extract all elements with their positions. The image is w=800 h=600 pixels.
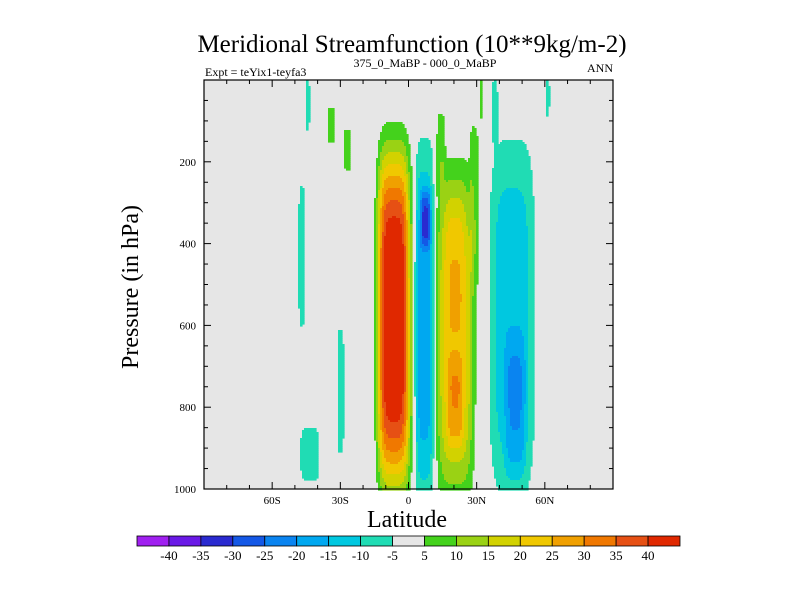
colorbar-label: -40 <box>160 548 177 563</box>
season-label: ANN <box>587 61 613 75</box>
colorbar-swatch <box>360 535 393 547</box>
chart-title: Meridional Streamfunction (10**9kg/m-2) <box>197 31 626 58</box>
colorbar-swatch <box>296 535 330 547</box>
colorbar-label: 20 <box>514 548 527 563</box>
colorbar-label: 30 <box>578 548 591 563</box>
y-tick-label: 1000 <box>174 484 197 496</box>
colorbar-swatch <box>424 535 457 547</box>
colorbar-label: -15 <box>320 548 337 563</box>
x-tick-label: 60N <box>535 495 554 507</box>
colorbar-label: 5 <box>421 548 428 563</box>
colorbar-swatch <box>232 535 266 547</box>
colorbar-swatch <box>615 535 649 547</box>
experiment-label: Expt = teYix1-teyfa3 <box>205 65 306 79</box>
colorbar-label: -5 <box>387 548 398 563</box>
contour-field <box>204 80 613 491</box>
y-tick-label: 600 <box>180 320 197 332</box>
y-tick-label: 800 <box>180 402 197 414</box>
colorbar-swatch <box>200 535 234 547</box>
y-tick-label: 200 <box>180 157 197 169</box>
colorbar-label: -10 <box>352 548 369 563</box>
y-axis-label: Pressure (in hPa) <box>118 205 144 369</box>
colorbar-swatch <box>456 535 489 547</box>
colorbar-swatch <box>519 535 553 547</box>
colorbar-swatch <box>328 535 361 547</box>
colorbar-swatch <box>392 535 425 547</box>
colorbar-label: 15 <box>482 548 495 563</box>
colorbar-swatch <box>551 535 585 547</box>
x-axis-label: Latitude <box>367 507 447 533</box>
x-tick-label: 30N <box>467 495 486 507</box>
x-tick-label: 0 <box>406 495 412 507</box>
colorbar-label: 40 <box>642 548 655 563</box>
y-tick-label: 400 <box>180 239 197 251</box>
colorbar-label: -35 <box>192 548 209 563</box>
colorbar-swatch <box>487 535 521 547</box>
x-tick-label: 60S <box>264 495 281 507</box>
colorbar-label: 35 <box>610 548 623 563</box>
colorbar-swatch <box>264 535 298 547</box>
colorbar-label: 25 <box>546 548 559 563</box>
colorbar-swatch <box>647 535 681 547</box>
colorbar-swatch <box>136 535 170 547</box>
colorbar-swatch <box>583 535 617 547</box>
colorbar-label: -30 <box>224 548 241 563</box>
colorbar-label: -20 <box>288 548 305 563</box>
colorbar-swatch <box>168 535 202 547</box>
period-label: 375_0_MaBP - 000_0_MaBP <box>354 56 497 70</box>
axis-ticks: 60S 30S 0 30N 60N 200 400 600 800 1000 <box>174 80 613 507</box>
colorbar-label: -25 <box>256 548 273 563</box>
x-tick-label: 30S <box>332 495 349 507</box>
colorbar-label: 10 <box>450 548 463 563</box>
colorbar: -40 -35 -30 -25 -20 -15 -10 -5 5 10 15 20 25 30 35 40 <box>136 535 681 563</box>
